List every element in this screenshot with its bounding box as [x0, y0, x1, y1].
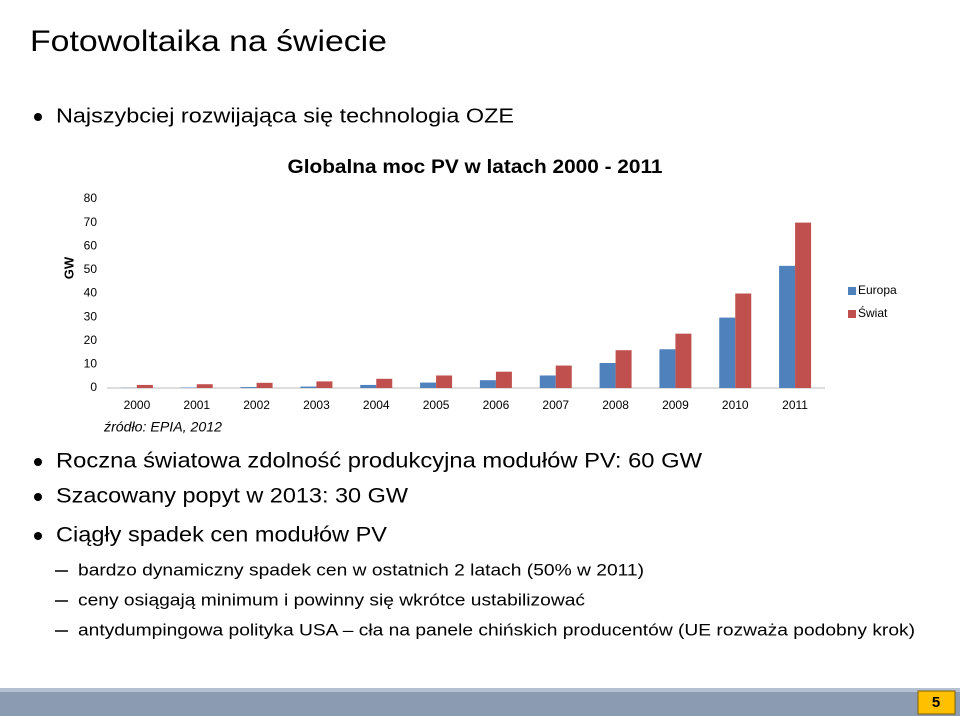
bullet-text: Roczna światowa zdolność produkcyjna mod… — [56, 450, 702, 473]
x-tick-label: 2004 — [363, 398, 390, 412]
source-note: źródło: EPIA, 2012 — [103, 419, 222, 435]
bar — [420, 382, 437, 388]
x-tick-label: 2002 — [243, 398, 270, 412]
x-tick-label: 2001 — [183, 398, 210, 412]
bar — [436, 375, 453, 388]
bar — [599, 362, 616, 388]
bar — [196, 384, 213, 388]
bar — [479, 380, 496, 388]
bar — [376, 378, 393, 388]
bar — [795, 222, 812, 388]
slide-title: Fotowoltaika na świecie — [30, 25, 387, 58]
legend-label: Europa — [858, 283, 897, 297]
sub-bullet-text: bardzo dynamiczny spadek cen w ostatnich… — [78, 560, 644, 579]
x-tick-label: 2010 — [722, 398, 749, 412]
y-tick-label: 0 — [90, 380, 97, 394]
bar — [300, 386, 317, 388]
page-number-box — [917, 690, 956, 715]
bar — [675, 333, 692, 388]
x-tick-label: 2011 — [782, 398, 808, 412]
x-tick-label: 2006 — [483, 398, 510, 412]
y-tick-label: 40 — [84, 286, 98, 300]
bar — [495, 371, 512, 388]
legend-swatch — [848, 310, 856, 318]
bullet-text: Ciągły spadek cen modułów PV — [56, 524, 387, 547]
bar — [779, 265, 796, 388]
legend-label: Świat — [858, 305, 888, 320]
y-tick-label: 20 — [84, 333, 98, 347]
bullet-dot — [34, 113, 42, 121]
x-tick-label: 2007 — [542, 398, 569, 412]
y-tick-label: 30 — [84, 309, 98, 323]
bar — [256, 382, 273, 388]
page-number: 5 — [932, 694, 940, 711]
sub-bullet-text: ceny osiągają minimum i powinny się wkró… — [78, 590, 586, 609]
y-axis-label: GW — [61, 256, 76, 279]
legend-swatch — [848, 287, 856, 295]
x-tick-label: 2005 — [423, 398, 450, 412]
footer-bar — [0, 688, 960, 716]
bar — [316, 381, 333, 388]
y-tick-label: 80 — [84, 191, 98, 205]
bar — [615, 350, 632, 388]
bullet-dot — [34, 493, 42, 501]
bar — [555, 365, 572, 388]
bar — [735, 293, 752, 388]
footer-highlight — [0, 688, 960, 692]
bar — [360, 384, 377, 388]
x-tick-label: 2003 — [303, 398, 330, 412]
bullet-text: Najszybciej rozwijająca się technologia … — [56, 105, 514, 127]
bullet-dot — [34, 458, 42, 466]
x-tick-label: 2008 — [602, 398, 629, 412]
x-tick-label: 2009 — [662, 398, 689, 412]
bullet-dot — [34, 532, 42, 540]
y-tick-label: 60 — [84, 238, 98, 252]
bar — [240, 387, 257, 388]
y-tick-label: 70 — [84, 215, 98, 229]
y-tick-label: 10 — [84, 357, 98, 371]
bar — [659, 349, 676, 388]
y-tick-label: 50 — [84, 262, 98, 276]
x-tick-label: 2000 — [124, 398, 151, 412]
sub-bullet-text: antydumpingowa polityka USA – cła na pan… — [78, 620, 915, 639]
bar — [136, 384, 153, 388]
bullet-text: Szacowany popyt w 2013: 30 GW — [56, 485, 408, 508]
bar — [719, 317, 736, 388]
bar — [539, 375, 556, 388]
chart-title: Globalna moc PV w latach 2000 - 2011 — [288, 157, 663, 178]
